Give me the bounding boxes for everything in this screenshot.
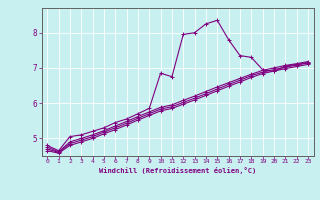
X-axis label: Windchill (Refroidissement éolien,°C): Windchill (Refroidissement éolien,°C) (99, 167, 256, 174)
